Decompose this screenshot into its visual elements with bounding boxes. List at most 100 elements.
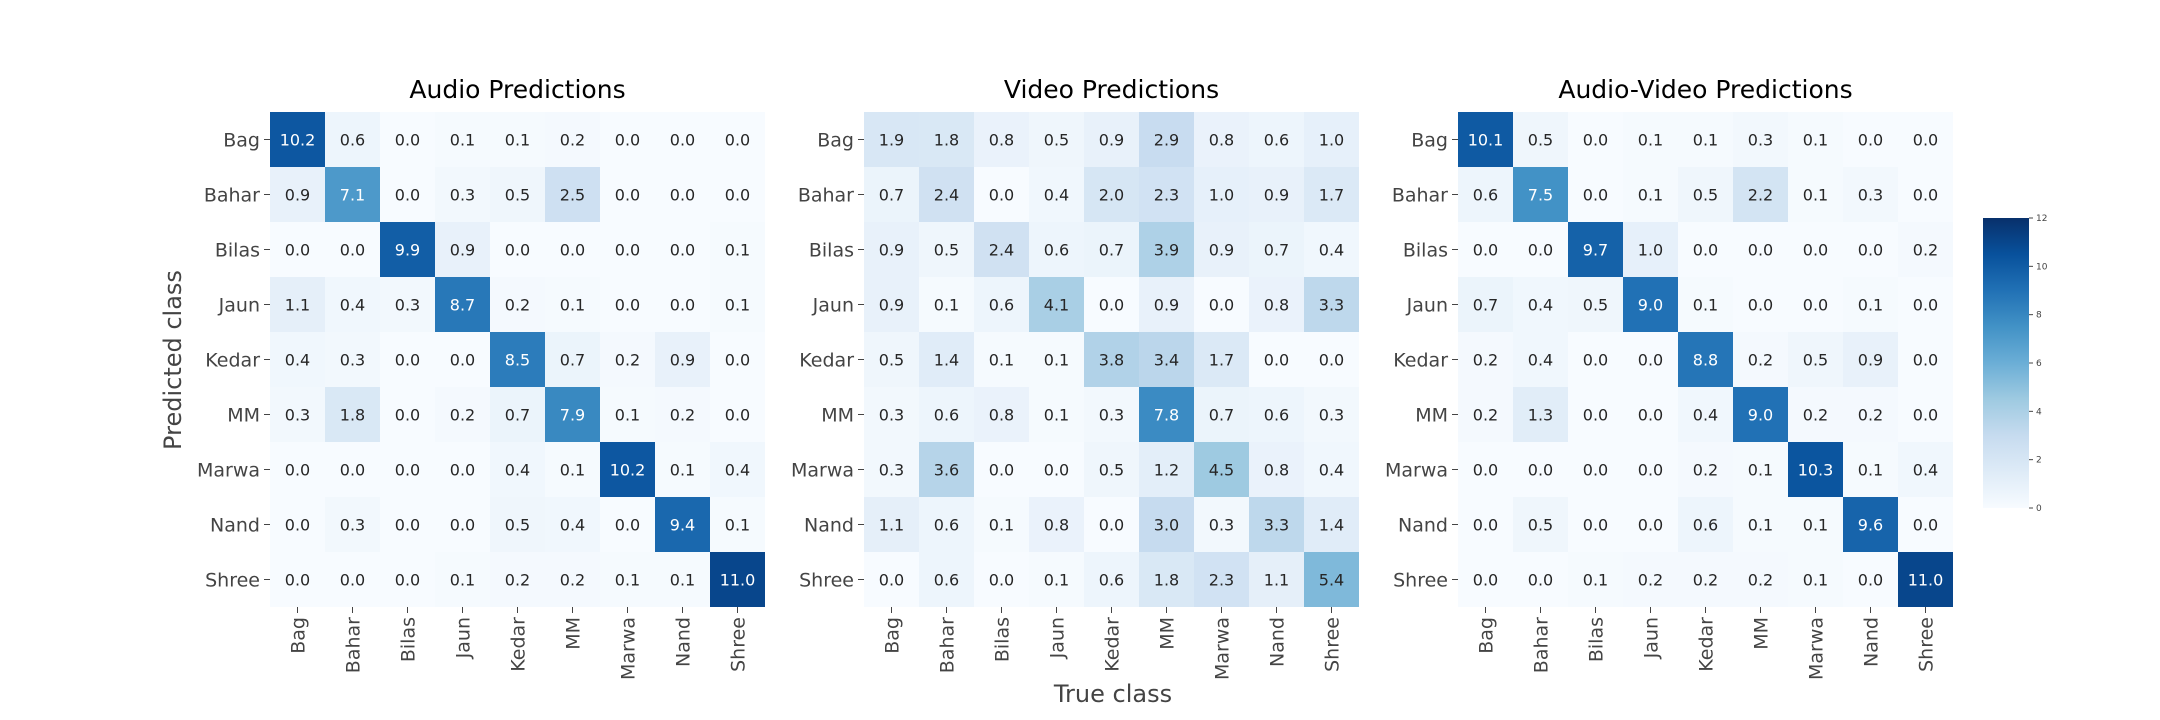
cell-value-label: 0.3: [340, 516, 365, 535]
cell-value-label: 0.7: [1264, 241, 1289, 260]
heatmap-cell: [490, 222, 545, 277]
heatmap-cell: [1733, 167, 1788, 222]
cell-value-label: 1.1: [879, 516, 904, 535]
heatmap-cell: [1843, 332, 1898, 387]
cell-value-label: 0.1: [1638, 131, 1663, 150]
heatmap-cell: [600, 552, 655, 607]
heatmap-panels: Audio Predictions 10.2 0.6 0.0 0.1 0.1 0.2 0.0 0…: [197, 75, 1953, 680]
heatmap-cell: [1898, 277, 1953, 332]
heatmap-cell: [1194, 332, 1249, 387]
cell-value-label: 0.0: [1583, 406, 1608, 425]
heatmap-cell: [270, 442, 325, 497]
cell-value-label: 0.0: [615, 296, 640, 315]
cell-value-label: 7.8: [1154, 406, 1179, 425]
cell-value-label: 0.1: [1693, 296, 1718, 315]
heatmap-cell: [655, 442, 710, 497]
x-tick-label: Bahar: [343, 617, 365, 673]
cell-value-label: 2.4: [934, 186, 959, 205]
heatmap-cell: [974, 112, 1029, 167]
cell-value-label: 0.1: [1748, 516, 1773, 535]
heatmap-cell: [864, 387, 919, 442]
heatmap-cell: [1623, 332, 1678, 387]
cell-value-label: 0.0: [1319, 351, 1344, 370]
heatmap-cell: [270, 497, 325, 552]
cell-value-label: 0.1: [1583, 571, 1608, 590]
heatmap-cell: [1843, 497, 1898, 552]
heatmap-cell: [1458, 387, 1513, 442]
heatmap-cell: [1194, 167, 1249, 222]
cell-value-label: 0.9: [879, 241, 904, 260]
cell-value-label: 0.1: [1044, 571, 1069, 590]
heatmap-cell: [1623, 112, 1678, 167]
heatmap-cell: [1249, 387, 1304, 442]
heatmap-cell: [1458, 277, 1513, 332]
cell-value-label: 1.4: [934, 351, 959, 370]
heatmap-cell: [1843, 387, 1898, 442]
cell-value-label: 0.1: [989, 516, 1014, 535]
heatmap-cell: [1249, 112, 1304, 167]
cell-value-label: 0.0: [1803, 241, 1828, 260]
cell-value-label: 0.1: [670, 571, 695, 590]
cell-value-label: 3.6: [934, 461, 959, 480]
x-tick-label: Jaun: [1047, 617, 1069, 659]
heatmap-cell: [1568, 222, 1623, 277]
cell-value-label: 0.0: [450, 516, 475, 535]
heatmap-cell: [1084, 167, 1139, 222]
cell-value-label: 1.7: [1209, 351, 1234, 370]
cell-value-label: 0.2: [1638, 571, 1663, 590]
cell-value-label: 2.2: [1748, 186, 1773, 205]
cell-value-label: 0.9: [1264, 186, 1289, 205]
y-tick-label: Nand: [1398, 515, 1448, 537]
heatmap-cell: [270, 112, 325, 167]
heatmap-cell: [1139, 497, 1194, 552]
heatmap-cell: [864, 497, 919, 552]
cell-value-label: 0.0: [1913, 351, 1938, 370]
heatmap-cell: [919, 497, 974, 552]
heatmap-cell: [545, 442, 600, 497]
heatmap-cell: [380, 167, 435, 222]
y-tick-label: Bahar: [1392, 185, 1448, 207]
cell-value-label: 1.8: [934, 131, 959, 150]
cell-value-label: 0.1: [1803, 131, 1828, 150]
heatmap-cell: [1458, 552, 1513, 607]
heatmap-cell: [974, 387, 1029, 442]
cell-value-label: 1.9: [879, 131, 904, 150]
x-tick-label: Marwa: [1212, 617, 1234, 680]
cell-value-label: 0.5: [1803, 351, 1828, 370]
cell-value-label: 0.9: [285, 186, 310, 205]
cell-value-label: 0.8: [1264, 296, 1289, 315]
cell-value-label: 1.8: [1154, 571, 1179, 590]
cell-value-label: 0.0: [560, 241, 585, 260]
heatmap-cell: [325, 442, 380, 497]
x-tick-label: Shree: [728, 617, 750, 672]
cell-value-label: 0.1: [450, 571, 475, 590]
x-tick-label: Bilas: [992, 617, 1014, 662]
x-tick-label: Bag: [288, 617, 310, 654]
heatmap-cell: [490, 387, 545, 442]
cell-value-label: 7.5: [1528, 186, 1553, 205]
heatmap-cell: [1568, 387, 1623, 442]
x-tick-label: Nand: [1861, 617, 1883, 667]
cell-value-label: 0.2: [450, 406, 475, 425]
heatmap-cell: [1249, 332, 1304, 387]
cell-value-label: 1.3: [1528, 406, 1553, 425]
cell-value-label: 0.0: [1264, 351, 1289, 370]
heatmap-cell: [1513, 387, 1568, 442]
heatmap-cell: [1513, 277, 1568, 332]
cell-value-label: 0.1: [1044, 406, 1069, 425]
heatmap-cell: [1304, 277, 1359, 332]
cell-value-label: 0.2: [1693, 461, 1718, 480]
heatmap-cell: [1898, 332, 1953, 387]
x-tick-label: Nand: [673, 617, 695, 667]
cell-value-label: 0.1: [1693, 131, 1718, 150]
x-tick-label: Shree: [1916, 617, 1938, 672]
cell-value-label: 3.3: [1264, 516, 1289, 535]
heatmap-cell: [1029, 387, 1084, 442]
heatmap-cell: [655, 552, 710, 607]
heatmap-cell: [710, 167, 765, 222]
y-tick-label: MM: [821, 405, 854, 427]
y-tick-label: Jaun: [218, 295, 260, 317]
cell-value-label: 0.0: [1913, 186, 1938, 205]
heatmap-cell: [325, 167, 380, 222]
